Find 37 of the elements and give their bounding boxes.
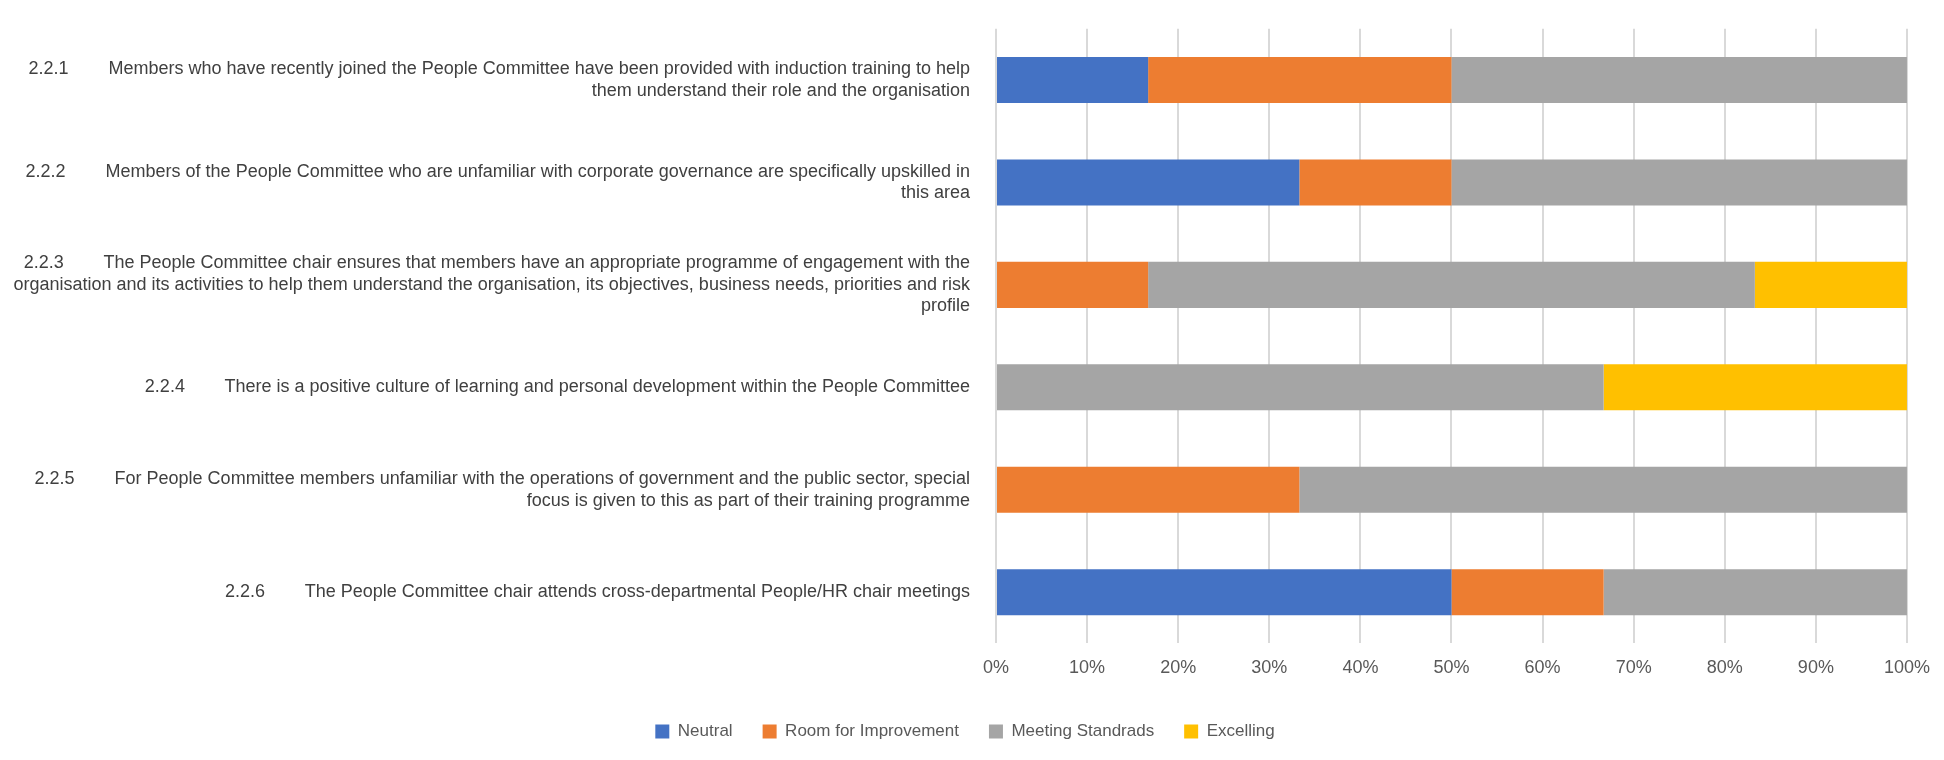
bar	[997, 261, 1149, 308]
bar	[1451, 159, 1907, 206]
legend-label: Room for Improvement	[785, 721, 960, 741]
x-tick-label: 0%	[982, 657, 1010, 678]
bar	[997, 159, 1300, 206]
bar	[1148, 56, 1452, 104]
y-tick-label: 2.2.3 The People Committee chair ensures that members have an appropriate programme of engagement with the organisation and its activities to help them understand the organisation, its objectives, business needs, priorities and risk profile	[13, 252, 971, 316]
bar	[1603, 364, 1907, 411]
x-tick-label: 10%	[1069, 657, 1106, 678]
x-tick-label: 50%	[1433, 657, 1470, 678]
bar	[1603, 569, 1907, 616]
legend-label: Neutral	[677, 721, 733, 741]
legend-label: Excelling	[1206, 721, 1275, 741]
x-tick-label: 40%	[1342, 657, 1379, 678]
x-tick-label: 90%	[1797, 657, 1834, 678]
bar	[1148, 261, 1755, 308]
y-tick-label: 2.2.6 The People Committee chair attends cross-departmental People/HR chair meetings	[224, 581, 970, 602]
bar	[1299, 159, 1452, 206]
bar	[1451, 56, 1907, 104]
y-tick-label: 2.2.5 For People Committee members unfamiliar with the operations of government and the public sector, special focus is given to this as part of their training programme	[34, 467, 970, 510]
bar	[1754, 261, 1907, 308]
x-tick-label: 100%	[1883, 657, 1930, 678]
x-tick-label: 20%	[1160, 657, 1197, 678]
y-tick-label: 2.2.2 Members of the People Committee who are unfamiliar with corporate governance are specifically upskilled in this area	[25, 160, 971, 203]
bar	[997, 466, 1300, 513]
x-tick-label: 30%	[1251, 657, 1288, 678]
bar	[1299, 466, 1907, 513]
y-tick-label: 2.2.1 Members who have recently joined the People Committee have been provided with induction training to help them understand their role and the organisation	[28, 58, 970, 100]
bar	[997, 364, 1604, 411]
legend-label: Meeting Standrads	[1011, 721, 1155, 741]
x-tick-label: 60%	[1524, 657, 1561, 678]
x-tick-label: 80%	[1706, 657, 1743, 678]
y-tick-label: 2.2.4 There is a positive culture of learning and personal development within the People Committee	[144, 376, 970, 397]
bar	[1451, 569, 1604, 616]
bar	[997, 569, 1452, 616]
x-tick-label: 70%	[1615, 657, 1652, 678]
bar	[997, 56, 1149, 104]
